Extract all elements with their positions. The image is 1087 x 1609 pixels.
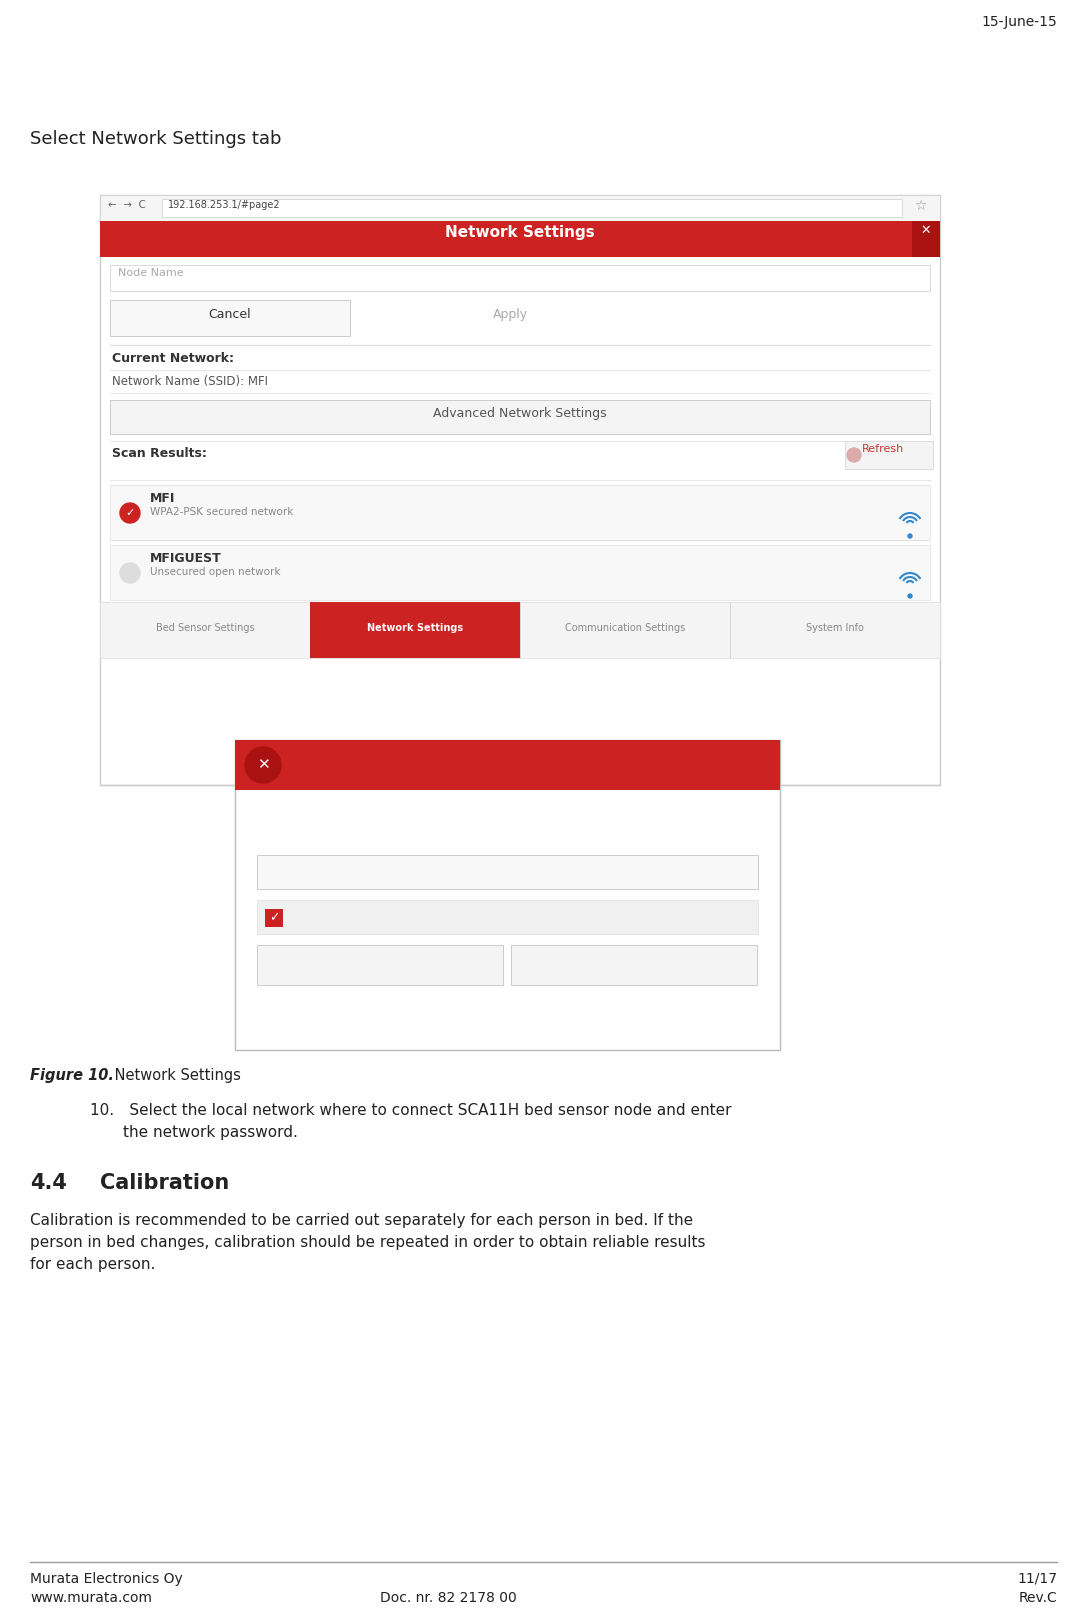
Text: Cancel: Cancel bbox=[611, 957, 658, 972]
Text: Select Network Settings tab: Select Network Settings tab bbox=[30, 130, 282, 148]
Circle shape bbox=[245, 747, 282, 784]
Text: Cancel: Cancel bbox=[209, 307, 251, 322]
Text: MFIGUEST: MFIGUEST bbox=[150, 552, 222, 565]
Bar bbox=[257, 899, 758, 933]
Text: the network password.: the network password. bbox=[123, 1125, 298, 1141]
Bar bbox=[110, 265, 930, 291]
Circle shape bbox=[847, 447, 861, 462]
Bar bbox=[310, 602, 520, 658]
Text: 10. Select the local network where to connect SCA11H bed sensor node and enter: 10. Select the local network where to co… bbox=[90, 1104, 732, 1118]
Text: Advanced Network Settings: Advanced Network Settings bbox=[434, 407, 607, 420]
Text: System Info: System Info bbox=[807, 623, 864, 632]
Text: Scan Results:: Scan Results: bbox=[112, 447, 207, 460]
Text: Network Settings: Network Settings bbox=[110, 1068, 241, 1083]
Text: MFI: MFI bbox=[490, 751, 524, 771]
Text: Calibration is recommended to be carried out separately for each person in bed. : Calibration is recommended to be carried… bbox=[30, 1213, 694, 1228]
Text: person in bed changes, calibration should be repeated in order to obtain reliabl: person in bed changes, calibration shoul… bbox=[30, 1236, 705, 1250]
Circle shape bbox=[908, 594, 912, 599]
Text: Rev.C: Rev.C bbox=[1019, 1591, 1057, 1606]
Text: Calibration: Calibration bbox=[100, 1173, 229, 1192]
Bar bbox=[110, 401, 930, 434]
Text: Network Name (SSID): MFI: Network Name (SSID): MFI bbox=[112, 375, 268, 388]
Bar bbox=[110, 299, 350, 336]
Bar bbox=[265, 909, 283, 927]
Text: ✕: ✕ bbox=[920, 224, 930, 237]
Bar bbox=[511, 944, 757, 985]
Text: for each person.: for each person. bbox=[30, 1257, 155, 1273]
Text: Apply: Apply bbox=[492, 307, 527, 322]
Text: ✕: ✕ bbox=[257, 758, 270, 772]
Text: 11/17: 11/17 bbox=[1017, 1572, 1057, 1586]
Bar bbox=[235, 740, 780, 1051]
Bar bbox=[845, 441, 933, 468]
Circle shape bbox=[120, 563, 140, 582]
Text: Unmask Passphrase: Unmask Passphrase bbox=[291, 903, 416, 916]
Bar bbox=[100, 602, 940, 658]
Text: MFI: MFI bbox=[150, 492, 175, 505]
Bar bbox=[162, 200, 902, 217]
Text: Network Settings: Network Settings bbox=[445, 225, 595, 240]
Text: Node Name: Node Name bbox=[118, 269, 184, 278]
Circle shape bbox=[120, 504, 140, 523]
Text: ☆: ☆ bbox=[914, 200, 926, 212]
Bar bbox=[912, 220, 940, 257]
Text: Current Network:: Current Network: bbox=[112, 352, 234, 365]
Text: ✓: ✓ bbox=[268, 912, 279, 925]
Text: 15-June-15: 15-June-15 bbox=[982, 14, 1057, 29]
Circle shape bbox=[908, 534, 912, 537]
Bar bbox=[110, 484, 930, 541]
Bar bbox=[257, 944, 503, 985]
Text: WPA2-PSK secured network: WPA2-PSK secured network bbox=[150, 507, 293, 516]
Text: ✓: ✓ bbox=[125, 508, 135, 518]
Text: Refresh: Refresh bbox=[862, 444, 904, 454]
Text: Doc. nr. 82 2178 00: Doc. nr. 82 2178 00 bbox=[380, 1591, 516, 1606]
Text: Communication Settings: Communication Settings bbox=[565, 623, 685, 632]
Text: Passphrase: Passphrase bbox=[265, 859, 336, 874]
Text: Unsecured open network: Unsecured open network bbox=[150, 566, 280, 578]
Text: Figure 10.: Figure 10. bbox=[30, 1068, 114, 1083]
Text: Bed Sensor Settings: Bed Sensor Settings bbox=[155, 623, 254, 632]
Bar bbox=[257, 854, 758, 890]
Text: Murata Electronics Oy: Murata Electronics Oy bbox=[30, 1572, 183, 1586]
Bar bbox=[110, 545, 930, 600]
Text: ←  →  C: ← → C bbox=[108, 200, 146, 211]
Bar bbox=[100, 195, 940, 785]
Text: Network Settings: Network Settings bbox=[367, 623, 463, 632]
Bar bbox=[100, 220, 940, 257]
Text: Security:WPA2-PSK secured network: Security:WPA2-PSK secured network bbox=[257, 804, 573, 821]
Text: OK: OK bbox=[370, 957, 390, 972]
Text: Passphrase:: Passphrase: bbox=[257, 840, 332, 853]
Text: 4.4: 4.4 bbox=[30, 1173, 67, 1192]
Text: www.murata.com: www.murata.com bbox=[30, 1591, 152, 1606]
Bar bbox=[100, 195, 940, 220]
Text: 192.168.253.1/#page2: 192.168.253.1/#page2 bbox=[168, 200, 280, 211]
Bar bbox=[235, 740, 780, 790]
